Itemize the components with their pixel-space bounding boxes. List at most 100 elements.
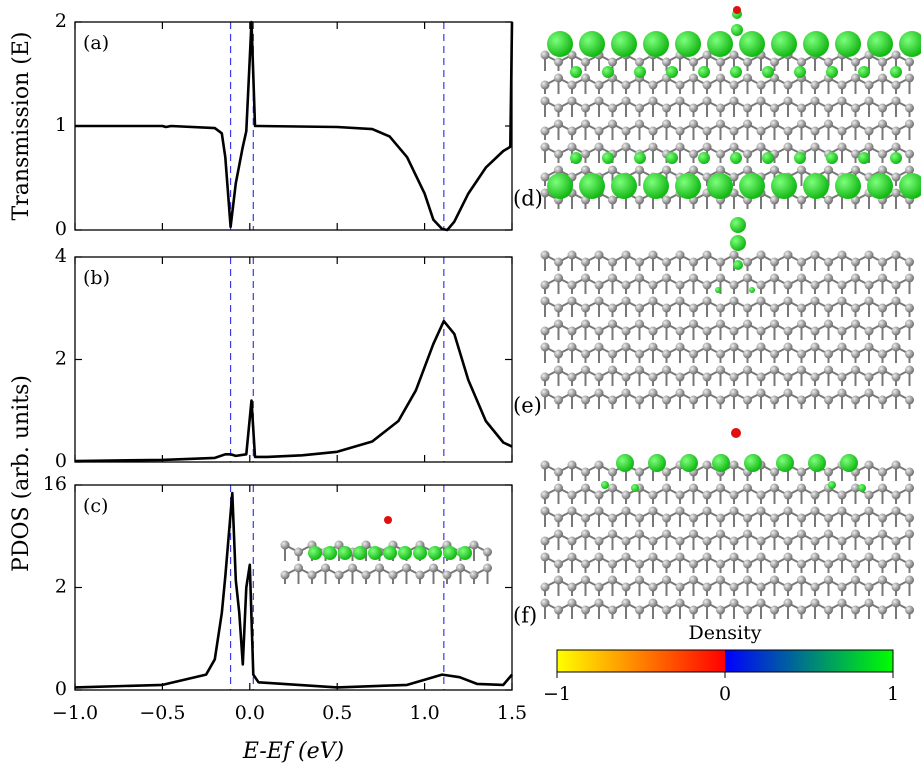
density-blob [858,66,870,78]
atom [568,583,577,592]
atom [878,104,887,113]
density-blob [443,546,457,560]
atom [689,166,698,175]
density-blob [666,152,678,164]
atom [483,548,492,557]
atom [541,173,550,182]
density-blob [611,31,637,57]
atom [824,258,833,267]
atom [797,196,806,205]
atom [635,560,644,569]
atom [595,507,604,516]
atom [743,606,752,615]
atom [568,373,577,382]
density-blob [398,546,412,560]
atom [797,576,806,585]
atom [838,97,847,106]
atom [784,537,793,546]
atom [851,530,860,539]
atom [730,583,739,592]
atom [730,507,739,516]
atom [811,297,820,306]
atom [635,366,644,375]
density-blob [803,173,829,199]
y-tick-label: 16 [43,473,67,495]
atom [878,396,887,405]
atom [716,58,725,67]
atom [689,258,698,267]
atom [554,560,563,569]
atom [281,571,290,580]
atom [716,484,725,493]
atom [581,350,590,359]
atom [554,514,563,523]
atom [608,274,617,283]
atom [730,97,739,106]
atom [676,389,685,398]
atom [770,514,779,523]
x-tick-label: 0.5 [322,702,352,724]
atom [878,320,887,329]
atom [851,560,860,569]
atom [568,297,577,306]
atom [757,537,766,546]
density-blob [547,31,573,57]
atom [635,196,644,205]
atom [662,560,671,569]
atom [878,468,887,477]
atom [824,320,833,329]
atom [581,120,590,129]
atom [770,530,779,539]
atom [456,564,465,573]
atom [568,327,577,336]
atom [635,320,644,329]
atom [402,564,411,573]
atom [554,468,563,477]
atom [676,491,685,500]
atom [838,343,847,352]
atom [851,606,860,615]
atom [824,350,833,359]
atom [595,281,604,290]
atom [581,560,590,569]
atom [811,373,820,382]
atom [662,120,671,129]
density-blob [835,173,861,199]
atom [824,606,833,615]
atom [595,537,604,546]
atom [797,530,806,539]
atom [770,576,779,585]
atom [703,491,712,500]
atom [554,576,563,585]
density-blob [675,173,701,199]
atom [662,350,671,359]
atom [878,514,887,523]
density-blob [602,152,614,164]
atom [851,514,860,523]
atom [757,491,766,500]
density-blob [579,31,605,57]
atom [811,143,820,152]
density-blob [776,454,794,472]
density-blob [771,31,797,57]
atom [892,97,901,106]
atom [662,258,671,267]
atom [676,281,685,290]
atom [581,468,590,477]
atom [689,530,698,539]
atom [892,81,901,90]
atom [595,81,604,90]
atom [865,281,874,290]
line-series [75,321,512,461]
density-blob [602,66,614,78]
atom [622,537,631,546]
atom [892,281,901,290]
atom [689,104,698,113]
density-blob [731,24,743,36]
density-blob [730,217,746,233]
density-blob [899,173,921,199]
atom [541,537,550,546]
atom [554,274,563,283]
atom [878,304,887,313]
